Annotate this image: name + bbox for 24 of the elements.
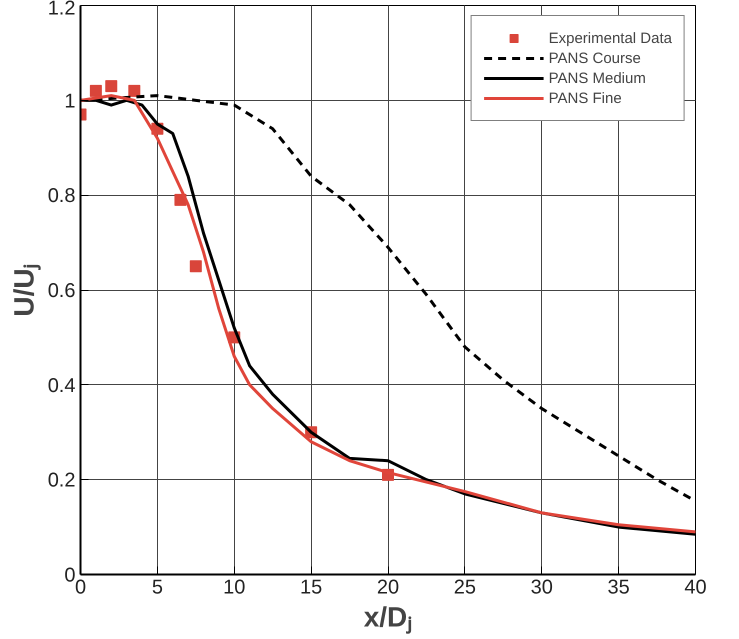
y-tick-label: 0.2 — [48, 470, 76, 492]
y-tick-label: 1.2 — [48, 0, 76, 20]
legend-label: PANS Fine — [548, 90, 622, 106]
point — [105, 80, 118, 92]
y-tick-label: 0.4 — [48, 374, 76, 397]
point — [90, 84, 102, 97]
x-tick-label: 35 — [608, 576, 630, 598]
y-tick-label: 0.6 — [48, 280, 76, 302]
y-tick-label: 1 — [64, 90, 76, 112]
x-tick-label: 40 — [684, 576, 707, 598]
x-tick-label: 10 — [223, 576, 246, 598]
point — [190, 260, 202, 272]
x-axis-title: x/Dⱼ — [364, 602, 412, 634]
x-tick-label: 15 — [300, 576, 322, 598]
point — [128, 84, 140, 97]
legend-label: Experimental Data — [548, 30, 672, 46]
y-axis-title: U/Uⱼ — [8, 263, 42, 317]
x-tick-label: 20 — [376, 576, 400, 598]
x-tick-label: 25 — [454, 576, 476, 598]
legend-label: PANS Medium — [548, 70, 646, 86]
legend-label: PANS Course — [548, 50, 641, 66]
x-tick-label: 30 — [530, 576, 553, 598]
x-tick-label: 5 — [152, 576, 163, 598]
y-tick-label: 0.8 — [48, 185, 76, 208]
